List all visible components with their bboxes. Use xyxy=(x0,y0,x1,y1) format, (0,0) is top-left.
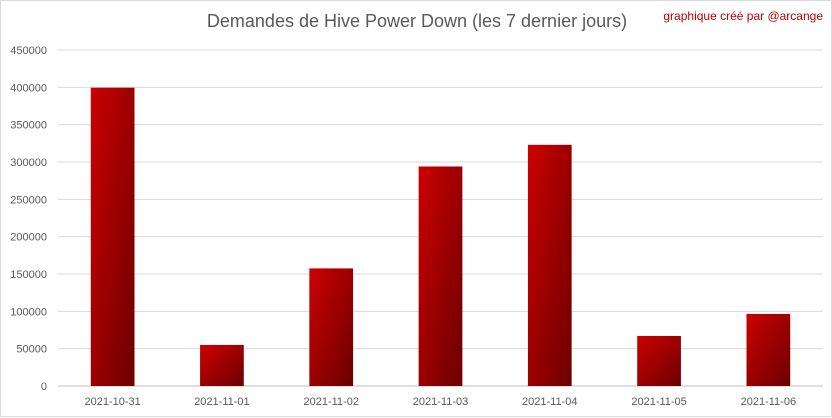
x-tick-label: 2021-11-02 xyxy=(303,396,358,408)
y-tick-label: 200000 xyxy=(10,232,47,244)
chart-title: Demandes de Hive Power Down (les 7 derni… xyxy=(206,11,628,31)
bar-2021-11-01 xyxy=(200,344,244,386)
y-tick-label: 50000 xyxy=(16,344,47,356)
x-tick-label: 2021-10-31 xyxy=(85,396,141,408)
y-axis-ticks: 0 50000 100000 150000 200000 250000 300000 3500… xyxy=(10,45,47,393)
bar-2021-11-04 xyxy=(527,144,572,386)
y-tick-label: 350000 xyxy=(10,120,47,132)
chart-credit: graphique créé par @arcange xyxy=(663,9,823,23)
x-tick-label: 2021-11-05 xyxy=(631,396,686,408)
x-tick-label: 2021-11-03 xyxy=(413,396,468,408)
y-tick-label: 300000 xyxy=(10,157,47,169)
x-axis-ticks: 2021-10-31 2021-11-01 2021-11-02 2021-11-03… xyxy=(85,396,797,408)
x-tick-label: 2021-11-01 xyxy=(194,396,249,408)
bar-2021-11-03 xyxy=(418,166,463,386)
x-tick-label: 2021-11-06 xyxy=(741,396,796,408)
bar-2021-11-06 xyxy=(746,313,791,386)
x-tick-label: 2021-11-04 xyxy=(522,396,577,408)
y-tick-label: 100000 xyxy=(10,306,47,318)
bar-2021-11-02 xyxy=(309,268,354,386)
bars xyxy=(90,87,791,386)
y-tick-label: 400000 xyxy=(10,82,47,94)
y-tick-label: 0 xyxy=(41,381,47,393)
y-tick-label: 450000 xyxy=(10,45,47,57)
y-tick-label: 150000 xyxy=(10,269,47,281)
gridlines xyxy=(58,49,823,387)
bar-2021-11-05 xyxy=(637,335,681,386)
bar-2021-10-31 xyxy=(90,87,135,386)
y-tick-label: 250000 xyxy=(10,194,47,206)
